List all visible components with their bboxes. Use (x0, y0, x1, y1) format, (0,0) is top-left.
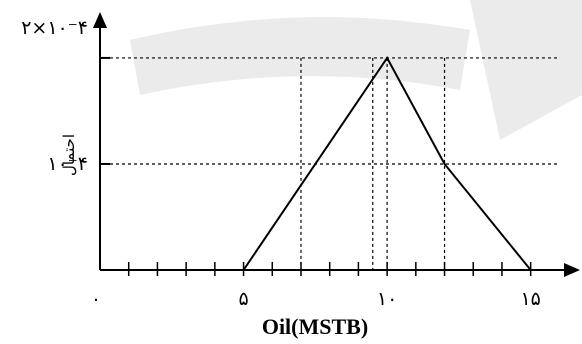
y-tick-label-0: ۱۰⁻۴ (47, 153, 88, 175)
x-tick-labels: ۰ ۵ ۱۰ ۱۵ (91, 288, 541, 310)
reference-lines (100, 56, 560, 270)
x-tick-label-1: ۵ (238, 288, 248, 310)
y-axis-title: احتمال (60, 134, 78, 176)
x-axis-title: Oil(MSTB) (262, 314, 368, 339)
watermark-stripe (470, 0, 582, 140)
y-axis-arrow (93, 12, 107, 28)
y-tick-label-1: ۲×۱۰⁻۴ (21, 17, 88, 39)
x-tick-label-0: ۰ (91, 288, 101, 310)
x-tick-label-3: ۱۵ (520, 288, 540, 310)
watermark-shape (130, 17, 470, 96)
x-tick-label-2: ۱۰ (377, 288, 397, 310)
y-tick-labels: ۱۰⁻۴ ۲×۱۰⁻۴ (21, 17, 88, 175)
series-line (242, 56, 532, 271)
watermark (130, 0, 582, 140)
x-axis-arrow (564, 263, 580, 277)
